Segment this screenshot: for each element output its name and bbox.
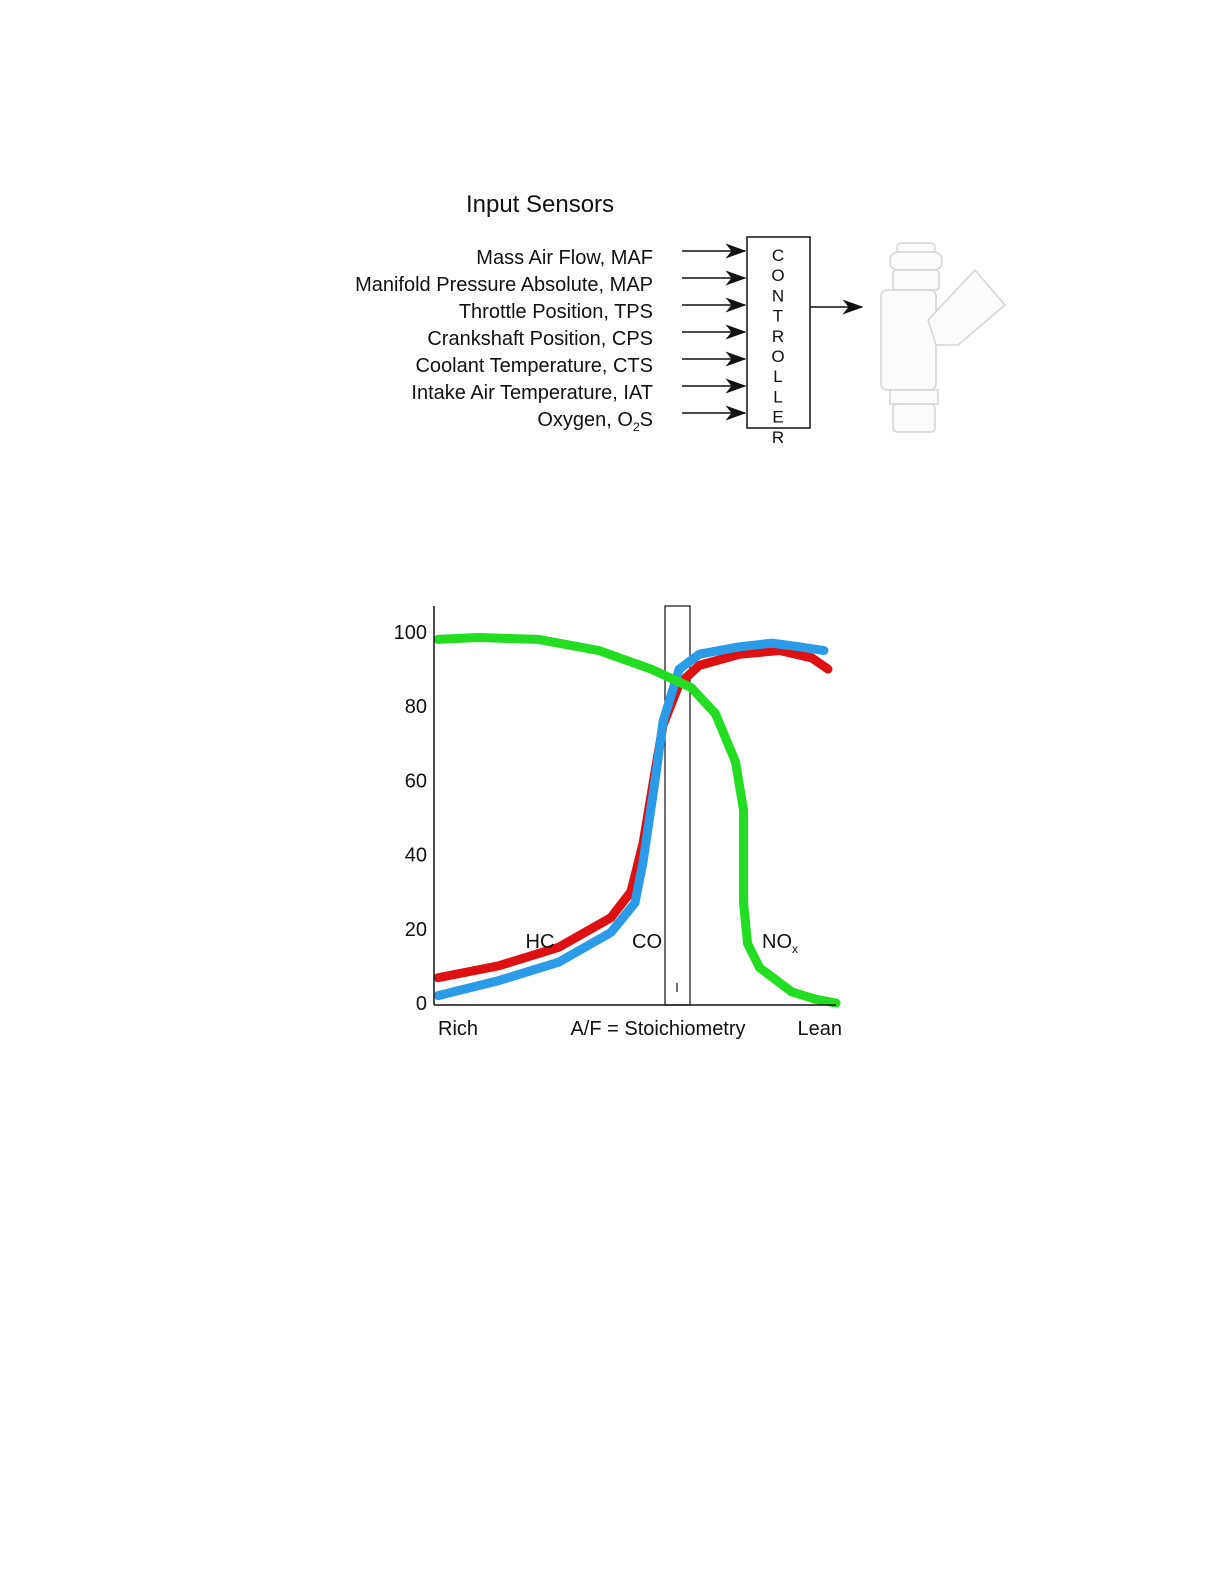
y-tick-label: 60: [405, 770, 427, 792]
series-line: [433, 633, 841, 1008]
sensor-label-sub: 2: [633, 420, 640, 434]
series-label: NOx: [762, 931, 798, 956]
series-label: HC: [526, 931, 555, 953]
sensor-label: Coolant Temperature, CTS: [415, 355, 653, 377]
x-label: Rich: [438, 1018, 478, 1040]
x-label: Lean: [798, 1018, 843, 1040]
injector-icon: [880, 242, 1007, 433]
sensor-label: Manifold Pressure Absolute, MAP: [355, 274, 653, 296]
diagram-title: Input Sensors: [466, 191, 614, 218]
sensor-label: Oxygen, O2S: [537, 409, 653, 434]
series-line: [433, 638, 829, 1001]
sensor-label-tail: S: [640, 409, 653, 431]
y-tick-label: 20: [405, 919, 427, 941]
controller-box: [746, 236, 811, 429]
y-tick-label: 80: [405, 696, 427, 718]
sensor-label: Throttle Position, TPS: [459, 301, 653, 323]
y-tick-label: 40: [405, 845, 427, 867]
sensor-label: Crankshaft Position, CPS: [427, 328, 653, 350]
controller-label: CONTROLLER: [769, 246, 788, 448]
series-label-sub: x: [792, 942, 798, 956]
series-label: CO: [632, 931, 662, 953]
series-label-main: NO: [762, 931, 792, 953]
sensor-label: Mass Air Flow, MAF: [476, 247, 653, 269]
sensor-label: Intake Air Temperature, IAT: [411, 382, 653, 404]
sensor-label-main: Oxygen, O: [537, 409, 633, 431]
series-line: [433, 646, 833, 983]
x-label: A/F = Stoichiometry: [570, 1018, 745, 1040]
y-tick-label: 100: [394, 622, 427, 644]
y-tick-label: 0: [416, 993, 427, 1015]
